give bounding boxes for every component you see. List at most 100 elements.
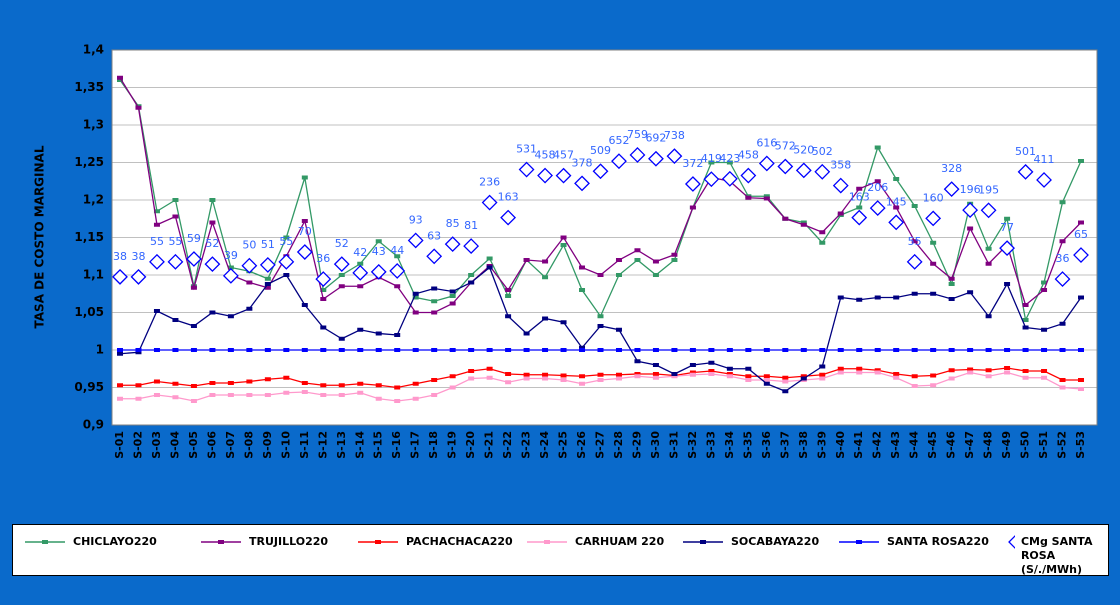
point-marker — [911, 204, 918, 208]
point-marker — [357, 327, 364, 332]
point-marker — [135, 396, 142, 401]
data-label: 85 — [446, 217, 460, 230]
diamond-marker — [296, 244, 313, 260]
point-marker — [893, 375, 900, 380]
point-marker — [117, 396, 123, 401]
data-label: 692 — [645, 132, 666, 145]
point-marker — [209, 348, 216, 352]
point-marker — [874, 295, 881, 300]
x-tick-label: S-43 — [889, 431, 902, 459]
point-marker — [948, 348, 955, 352]
point-marker — [227, 314, 234, 319]
point-marker — [1059, 385, 1066, 390]
point-marker — [449, 301, 456, 306]
data-label: 759 — [627, 128, 648, 141]
point-marker — [394, 385, 401, 390]
point-marker — [800, 222, 807, 227]
point-marker — [1078, 378, 1084, 382]
point-marker — [560, 348, 567, 352]
diamond-marker — [370, 263, 387, 280]
data-label: 65 — [1074, 228, 1088, 241]
point-marker — [560, 373, 567, 378]
x-tick-label: S-25 — [557, 431, 570, 459]
point-marker — [745, 378, 752, 382]
legend-swatch — [358, 540, 398, 544]
diamond-marker — [574, 175, 590, 192]
x-tick-label: S-19 — [446, 431, 459, 459]
point-marker — [856, 366, 863, 371]
point-marker — [930, 373, 937, 378]
point-marker — [172, 348, 179, 352]
point-marker — [652, 375, 659, 380]
point-marker — [726, 366, 733, 371]
diamond-marker — [648, 150, 664, 167]
point-marker — [597, 324, 604, 328]
x-tick-label: S-10 — [279, 431, 292, 459]
point-marker — [893, 205, 900, 210]
point-marker — [153, 348, 160, 352]
diamond-marker — [186, 251, 202, 267]
point-marker — [412, 295, 419, 300]
point-marker — [745, 366, 752, 371]
data-label: 63 — [427, 229, 441, 242]
data-label: 50 — [242, 239, 256, 252]
legend-item: CHICLAYO220 — [23, 535, 157, 549]
point-marker — [652, 259, 659, 264]
point-marker — [542, 376, 549, 381]
point-marker — [634, 248, 641, 253]
diamond-marker — [795, 162, 812, 179]
point-marker — [153, 393, 160, 397]
diamond-marker — [721, 170, 738, 187]
data-label: 38 — [131, 250, 145, 263]
point-marker — [911, 291, 918, 296]
x-tick-label: S-47 — [963, 431, 976, 459]
legend-item: TRUJILLO220 — [199, 535, 328, 549]
data-label: 196 — [960, 183, 981, 196]
point-marker — [874, 145, 881, 150]
data-label: 458 — [535, 149, 556, 162]
x-tick-label: S-40 — [834, 431, 847, 459]
point-marker — [542, 259, 549, 264]
point-marker — [634, 258, 641, 262]
data-label: 501 — [1015, 145, 1036, 158]
y-tick-label: 1,35 — [74, 80, 104, 94]
point-marker — [930, 291, 937, 296]
diamond-marker — [888, 214, 905, 231]
point-marker — [542, 316, 549, 321]
legend-item: CMg SANTA ROSA (S/./MWh) — [993, 535, 1108, 577]
data-label: 419 — [701, 152, 722, 165]
x-tick-label: S-39 — [815, 431, 828, 459]
diamond-marker — [259, 256, 276, 273]
data-label: 55 — [168, 235, 182, 248]
diamond-marker — [389, 263, 406, 279]
point-marker — [782, 216, 789, 221]
point-marker — [615, 348, 622, 352]
x-tick-label: S-13 — [335, 431, 348, 459]
data-label: 411 — [1034, 153, 1055, 166]
point-marker — [837, 370, 844, 375]
point-marker — [671, 374, 678, 379]
legend: CHICLAYO220 TRUJILLO220 PACHACHACA220 CARHU… — [12, 524, 1109, 576]
x-tick-label: S-51 — [1037, 431, 1050, 459]
point-marker — [1059, 239, 1066, 244]
point-marker — [246, 393, 253, 397]
legend-swatch — [201, 540, 241, 544]
point-marker — [1022, 303, 1029, 307]
x-tick-label: S-05 — [187, 431, 200, 459]
point-marker — [246, 306, 253, 311]
point-marker — [948, 368, 955, 373]
point-marker — [394, 348, 401, 352]
point-marker — [375, 331, 382, 336]
point-marker — [338, 393, 345, 397]
point-marker — [264, 348, 271, 352]
data-label: 509 — [590, 144, 611, 157]
diamond-marker — [758, 155, 775, 172]
point-marker — [505, 380, 512, 385]
point-marker — [745, 348, 752, 352]
x-tick-label: S-15 — [372, 431, 385, 459]
x-tick-label: S-28 — [612, 431, 625, 459]
legend-marker — [544, 540, 550, 544]
point-marker — [948, 297, 955, 301]
point-marker — [930, 261, 937, 266]
legend-label: CARHUAM 220 — [575, 535, 665, 548]
